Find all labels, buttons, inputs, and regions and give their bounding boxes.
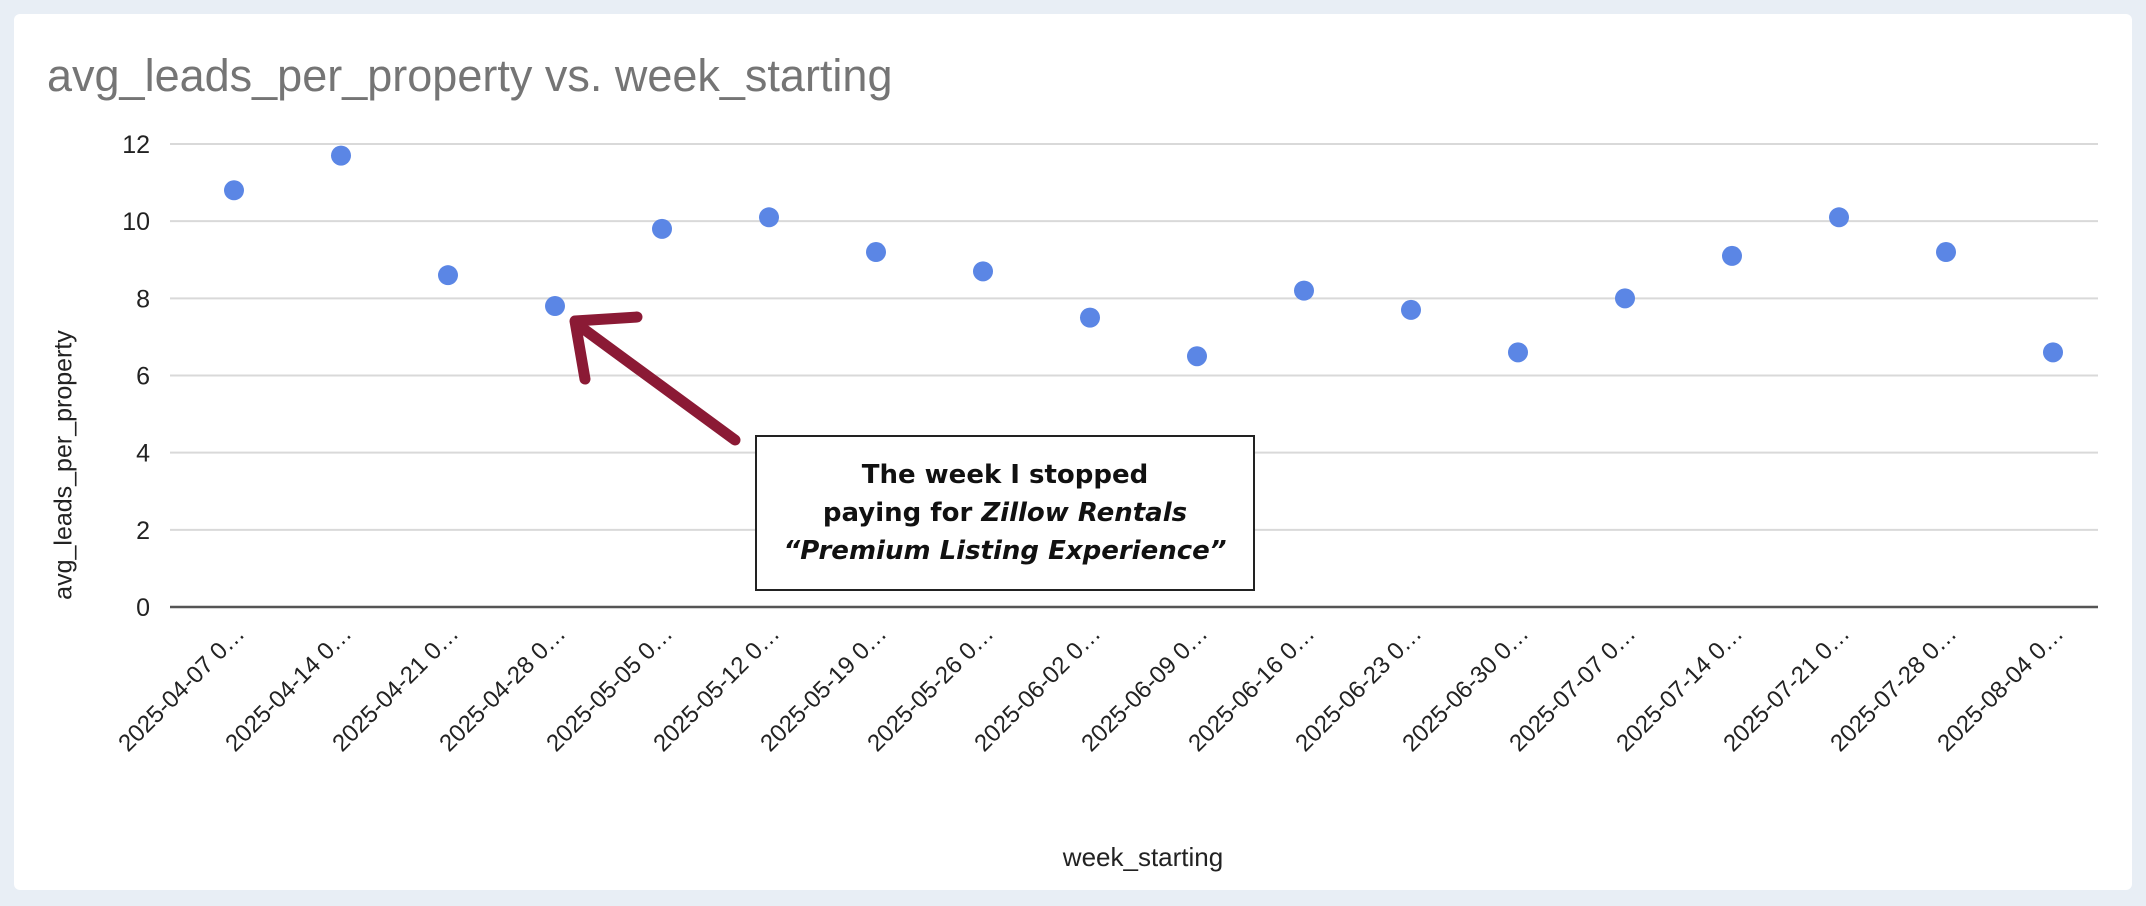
data-point [1080, 307, 1100, 328]
data-point [1294, 280, 1314, 301]
data-point [1829, 207, 1849, 228]
y-axis-ticks: 0 2 4 6 8 10 12 [122, 131, 150, 622]
data-point [1615, 288, 1635, 309]
x-axis-label: week_starting [1062, 842, 1224, 872]
data-point [1722, 245, 1742, 266]
data-point [545, 296, 565, 317]
y-tick-label: 4 [136, 440, 150, 468]
data-point [438, 265, 458, 286]
data-point [224, 180, 244, 201]
annotation-line-2-prefix: paying for [822, 498, 982, 528]
x-axis-ticks: 2025-04-07 0…2025-04-14 0…2025-04-21 0…2… [113, 620, 2069, 757]
data-point [973, 261, 993, 282]
data-point [2043, 342, 2063, 363]
y-tick-label: 6 [136, 363, 150, 391]
data-point [1187, 346, 1207, 367]
chart-title: avg_leads_per_property vs. week_starting [47, 50, 893, 101]
annotation-arrow-shaft [575, 321, 741, 446]
data-point [866, 242, 886, 263]
data-point [331, 145, 351, 166]
annotation-arrow [569, 311, 741, 446]
annotation-arrow-head [569, 311, 643, 385]
data-points [224, 145, 2063, 367]
annotation-line-2: paying for Zillow Rentals [823, 494, 1187, 532]
y-tick-label: 8 [136, 285, 150, 313]
data-point [1508, 342, 1528, 363]
y-tick-label: 2 [136, 517, 150, 545]
data-point [1936, 242, 1956, 263]
data-point [652, 218, 672, 239]
y-tick-label: 0 [136, 594, 150, 622]
annotation-line-1: The week I stopped [861, 460, 1149, 490]
data-point [759, 207, 779, 228]
annotation-line-2-italic: Zillow Rentals [981, 498, 1188, 528]
y-tick-label: 10 [122, 208, 150, 236]
annotation-line-3: “Premium Listing Experience” [783, 536, 1227, 566]
y-axis-label: avg_leads_per_property [49, 330, 78, 600]
annotation-callout: The week I stopped paying for Zillow Ren… [755, 435, 1255, 591]
y-tick-label: 12 [122, 131, 150, 159]
data-point [1401, 299, 1421, 320]
